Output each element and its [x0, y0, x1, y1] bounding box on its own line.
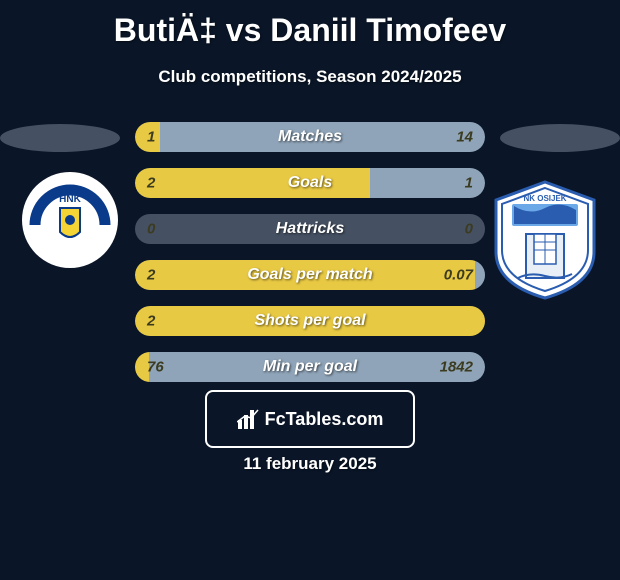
stat-value-right: 1842	[440, 359, 473, 376]
stats-container: 1 Matches 14 2 Goals 1 0 Hattricks 0 2 Goals per m…	[135, 122, 485, 398]
stat-value-left: 2	[147, 313, 155, 330]
attribution-box[interactable]: FcTables.com	[205, 390, 415, 448]
stat-row: 2 Shots per goal	[135, 306, 485, 336]
stat-row: 76 Min per goal 1842	[135, 352, 485, 382]
stat-value-right: 14	[456, 129, 473, 146]
stat-value-left: 76	[147, 359, 164, 376]
stat-row: 1 Matches 14	[135, 122, 485, 152]
stat-value-right: 0.07	[444, 267, 473, 284]
svg-text:E: E	[67, 252, 73, 262]
stat-label: Goals	[288, 174, 332, 192]
stat-fill-left	[135, 168, 370, 198]
stat-row: 0 Hattricks 0	[135, 214, 485, 244]
stat-value-right: 1	[465, 175, 473, 192]
stat-value-right: 0	[465, 221, 473, 238]
page-title: ButiÄ‡ vs Daniil Timofeev	[0, 0, 620, 49]
stat-value-left: 2	[147, 267, 155, 284]
stat-label: Shots per goal	[254, 312, 365, 330]
stat-value-left: 0	[147, 221, 155, 238]
stat-label: Goals per match	[247, 266, 372, 284]
stat-row: 2 Goals 1	[135, 168, 485, 198]
stat-row: 2 Goals per match 0.07	[135, 260, 485, 290]
svg-text:NK OSIJEK: NK OSIJEK	[523, 194, 566, 203]
chart-icon	[237, 408, 259, 430]
date-label: 11 february 2025	[0, 454, 620, 474]
stat-fill-right	[475, 260, 486, 290]
team-badge-left: HNK R I J E K A	[20, 170, 120, 270]
stat-label: Hattricks	[276, 220, 344, 238]
stat-label: Matches	[278, 128, 342, 146]
attribution-text: FcTables.com	[265, 409, 384, 430]
oval-shadow-right	[500, 124, 620, 152]
stat-label: Min per goal	[263, 358, 357, 376]
team-badge-right: NK OSIJEK	[490, 180, 600, 300]
stat-value-left: 1	[147, 129, 155, 146]
oval-shadow-left	[0, 124, 120, 152]
page-subtitle: Club competitions, Season 2024/2025	[0, 67, 620, 87]
svg-text:HNK: HNK	[59, 194, 81, 205]
stat-value-left: 2	[147, 175, 155, 192]
